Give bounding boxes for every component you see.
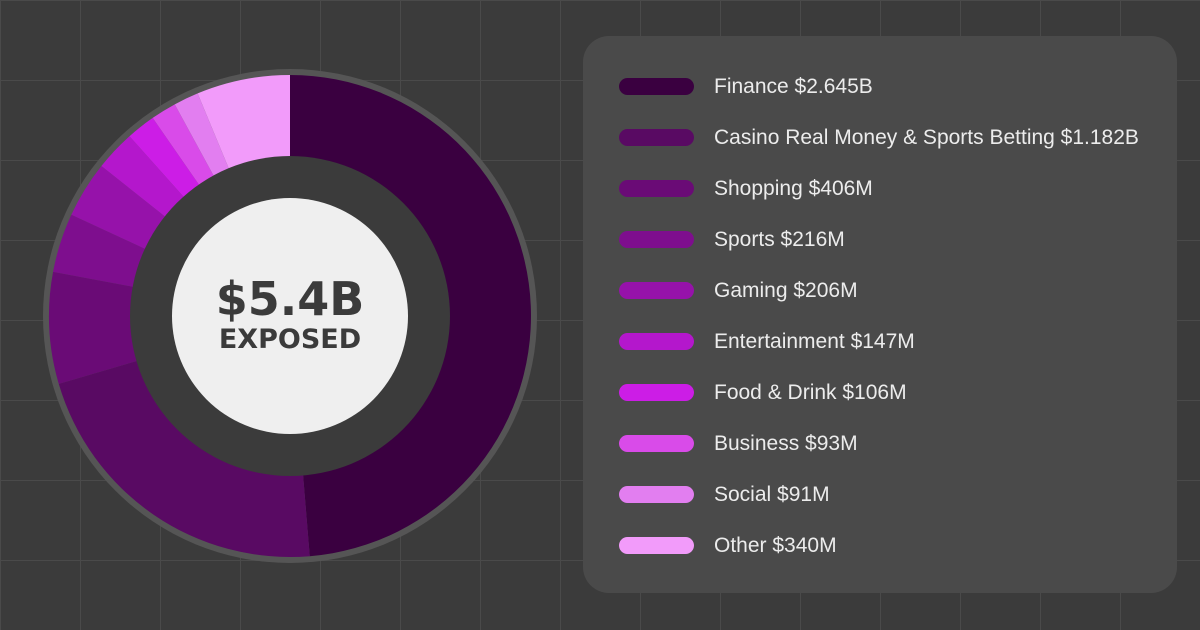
donut-slice xyxy=(71,165,167,250)
legend-item: Gaming $206M xyxy=(619,265,1139,316)
legend-label: Sports $216M xyxy=(714,227,845,251)
legend-item: Casino Real Money & Sports Betting $1.18… xyxy=(619,112,1139,163)
legend-swatch xyxy=(619,435,694,452)
legend-item: Other $340M xyxy=(619,520,1139,571)
legend-swatch xyxy=(619,78,694,95)
legend-item: Shopping $406M xyxy=(619,163,1139,214)
legend-label: Food & Drink $106M xyxy=(714,380,907,404)
donut-slice xyxy=(174,93,230,178)
donut-slice xyxy=(49,271,139,384)
center-caption: EXPOSED xyxy=(219,324,361,355)
legend-swatch xyxy=(619,180,694,197)
donut-slice xyxy=(197,75,290,171)
legend-swatch xyxy=(619,486,694,503)
legend-item: Social $91M xyxy=(619,469,1139,520)
legend-swatch xyxy=(619,282,694,299)
legend-label: Finance $2.645B xyxy=(714,74,873,98)
donut-slices xyxy=(49,75,532,557)
legend-list: Finance $2.645B Casino Real Money & Sport… xyxy=(619,61,1139,571)
legend-label: Shopping $406M xyxy=(714,176,873,200)
legend-swatch xyxy=(619,129,694,146)
donut-slice xyxy=(152,104,215,187)
legend-label: Entertainment $147M xyxy=(714,329,915,353)
legend-swatch xyxy=(619,231,694,248)
donut-slice xyxy=(290,75,532,557)
legend-panel: Finance $2.645B Casino Real Money & Sport… xyxy=(583,36,1177,593)
legend-label: Social $91M xyxy=(714,482,830,506)
legend-label: Business $93M xyxy=(714,431,858,455)
donut-slice xyxy=(129,117,200,199)
legend-swatch xyxy=(619,384,694,401)
center-value: $5.4B xyxy=(216,272,365,326)
legend-item: Entertainment $147M xyxy=(619,316,1139,367)
legend-item: Business $93M xyxy=(619,418,1139,469)
legend-item: Food & Drink $106M xyxy=(619,367,1139,418)
donut-chart: $5.4B EXPOSED xyxy=(43,69,537,563)
legend-swatch xyxy=(619,333,694,350)
legend-label: Other $340M xyxy=(714,533,837,557)
legend-swatch xyxy=(619,537,694,554)
legend-item: Finance $2.645B xyxy=(619,61,1139,112)
donut-slice xyxy=(58,360,310,557)
center-disc xyxy=(172,198,408,434)
legend-item: Sports $216M xyxy=(619,214,1139,265)
legend-label: Casino Real Money & Sports Betting $1.18… xyxy=(714,125,1139,149)
legend-label: Gaming $206M xyxy=(714,278,858,302)
donut-slice xyxy=(101,136,185,218)
donut-slice xyxy=(53,214,147,288)
